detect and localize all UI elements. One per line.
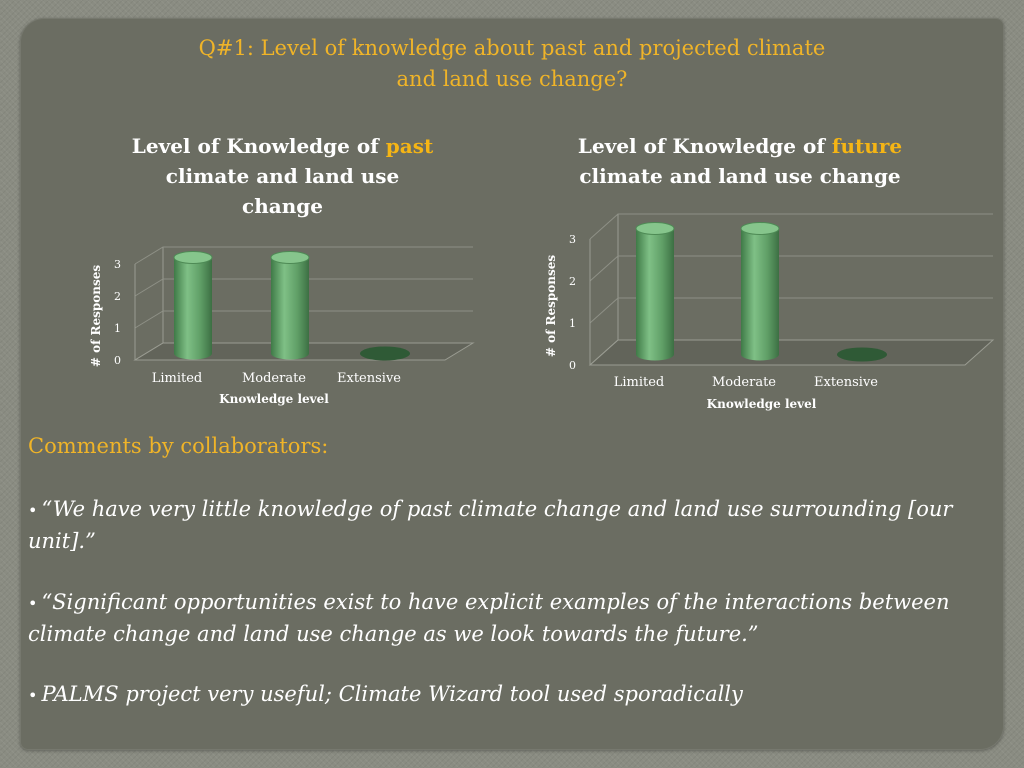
bar-top bbox=[270, 251, 310, 264]
gridline bbox=[589, 255, 993, 282]
x-tick-label: Extensive bbox=[337, 371, 401, 386]
bar-moderate bbox=[271, 257, 309, 360]
bar-extensive bbox=[360, 346, 410, 361]
y-tick-label: 2 bbox=[569, 275, 576, 288]
bar-top bbox=[740, 222, 780, 235]
y-tick-label: 3 bbox=[114, 258, 121, 271]
gridline bbox=[134, 246, 473, 265]
y-axis-label: # of Responses bbox=[544, 255, 558, 357]
y-tick-label: 0 bbox=[114, 354, 121, 367]
comment-text-2: “Significant opportunities exist to have… bbox=[28, 590, 950, 646]
y-tick-label: 0 bbox=[569, 359, 576, 372]
past-chart-title-line3: change bbox=[242, 194, 323, 218]
future-chart-title-pre: Level of Knowledge of bbox=[577, 134, 832, 158]
y-axis-label: # of Responses bbox=[89, 265, 103, 367]
comment-item-3: • PALMS project very useful; Climate Wiza… bbox=[28, 679, 1013, 711]
comment-item-1: • “We have very little knowledge of past … bbox=[28, 494, 1013, 557]
slide-title-line1: Q#1: Level of knowledge about past and p… bbox=[198, 36, 826, 60]
comment-text-3: PALMS project very useful; Climate Wizar… bbox=[41, 682, 743, 706]
y-tick-label: 2 bbox=[114, 290, 121, 303]
x-axis-label: Knowledge level bbox=[707, 397, 817, 411]
x-tick-label: Limited bbox=[614, 375, 665, 390]
bar-top bbox=[635, 222, 675, 235]
bullet-icon: • bbox=[28, 686, 38, 705]
comment-text-1: “We have very little knowledge of past c… bbox=[28, 497, 953, 553]
gridline bbox=[134, 278, 473, 297]
x-tick-label: Moderate bbox=[712, 375, 776, 390]
slide-title: Q#1: Level of knowledge about past and p… bbox=[0, 33, 1024, 95]
gridline bbox=[134, 310, 473, 329]
bullet-icon: • bbox=[28, 501, 38, 520]
bar-limited bbox=[174, 257, 212, 360]
gridline bbox=[589, 297, 993, 324]
axis-wall-line bbox=[589, 214, 619, 366]
y-tick-label: 3 bbox=[569, 233, 576, 246]
y-tick-label: 1 bbox=[114, 322, 121, 335]
bar-limited bbox=[636, 228, 674, 361]
slide-panel bbox=[20, 18, 1004, 750]
y-tick-label: 1 bbox=[569, 317, 576, 330]
future-chart-title-highlight: future bbox=[831, 134, 903, 158]
past-chart-title-pre: Level of Knowledge of bbox=[131, 134, 386, 158]
future-chart-title-line2: climate and land use change bbox=[579, 164, 901, 188]
bar-moderate bbox=[741, 228, 779, 361]
chart-floor bbox=[588, 339, 995, 366]
past-chart-title-line2: climate and land use bbox=[165, 164, 400, 188]
x-tick-label: Limited bbox=[152, 371, 203, 386]
axis-wall-line bbox=[134, 247, 164, 361]
x-tick-label: Extensive bbox=[814, 375, 878, 390]
past-chart-title: Level of Knowledge of past climate and l… bbox=[100, 131, 465, 221]
comments-heading: Comments by collaborators: bbox=[28, 434, 329, 458]
past-chart-title-highlight: past bbox=[385, 134, 434, 158]
x-tick-label: Moderate bbox=[242, 371, 306, 386]
future-chart-title: Level of Knowledge of future climate and… bbox=[540, 131, 940, 191]
bar-top bbox=[173, 251, 213, 264]
bar-extensive bbox=[837, 347, 887, 362]
comment-item-2: • “Significant opportunities exist to hav… bbox=[28, 587, 1013, 650]
bullet-icon: • bbox=[28, 594, 38, 613]
gridline bbox=[589, 213, 993, 240]
x-axis-label: Knowledge level bbox=[219, 392, 329, 406]
slide-title-line2: and land use change? bbox=[396, 67, 628, 91]
